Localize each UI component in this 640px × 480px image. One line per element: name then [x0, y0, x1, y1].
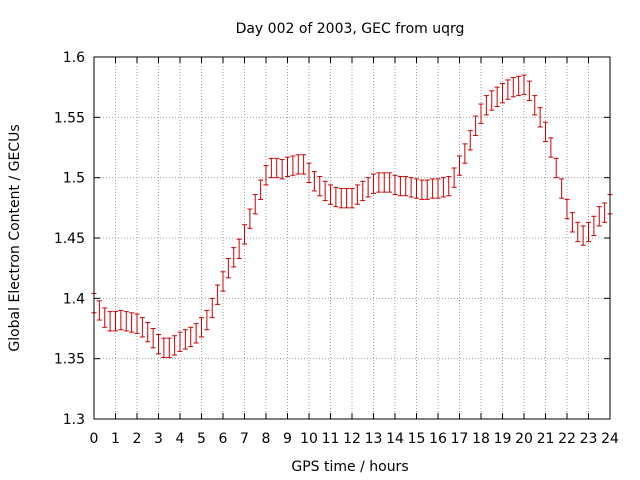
x-tick-label: 15: [408, 431, 426, 447]
y-tick-label: 1.35: [54, 352, 85, 368]
x-tick-label: 7: [240, 431, 249, 447]
data-series: [91, 74, 613, 358]
y-tick-label: 1.45: [54, 231, 85, 247]
x-axis-label: GPS time / hours: [291, 459, 408, 475]
x-tick-label: 17: [451, 431, 469, 447]
x-tick-label: 20: [515, 431, 533, 447]
series-gec-uqrg: [91, 74, 613, 358]
axis-ticks: 0 1 2 3 4 5 6 7 8 9 10 11 12 13 14 15 16 17 18 19 20 21 22 23 24…: [54, 50, 619, 447]
x-tick-label: 11: [322, 431, 340, 447]
x-tick-label: 13: [365, 431, 383, 447]
y-tick-label: 1.6: [63, 50, 85, 66]
plot-frame: [93, 56, 611, 420]
y-tick-label: 1.55: [54, 110, 85, 126]
x-tick-label: 16: [429, 431, 447, 447]
x-tick-label: 3: [154, 431, 163, 447]
x-tick-label: 6: [219, 431, 228, 447]
x-tick-label: 19: [494, 431, 512, 447]
y-tick-label: 1.3: [63, 412, 85, 428]
x-tick-label: 12: [343, 431, 361, 447]
x-tick-label: 14: [386, 431, 404, 447]
x-tick-label: 2: [133, 431, 142, 447]
x-tick-label: 1: [111, 431, 120, 447]
x-tick-label: 22: [558, 431, 576, 447]
y-axis-label: Global Electron Content / GECUs: [7, 124, 23, 351]
chart-title: Day 002 of 2003, GEC from uqrg: [236, 21, 465, 37]
x-tick-label: 24: [601, 431, 619, 447]
x-tick-label: 0: [90, 431, 99, 447]
grid: [94, 57, 610, 419]
x-tick-label: 23: [580, 431, 598, 447]
x-tick-label: 4: [176, 431, 185, 447]
y-tick-label: 1.5: [63, 171, 85, 187]
x-tick-label: 9: [283, 431, 292, 447]
x-tick-label: 10: [300, 431, 318, 447]
x-tick-label: 18: [472, 431, 490, 447]
x-tick-label: 21: [537, 431, 555, 447]
x-tick-label: 5: [197, 431, 206, 447]
x-tick-label: 8: [262, 431, 271, 447]
y-tick-label: 1.4: [63, 291, 85, 307]
